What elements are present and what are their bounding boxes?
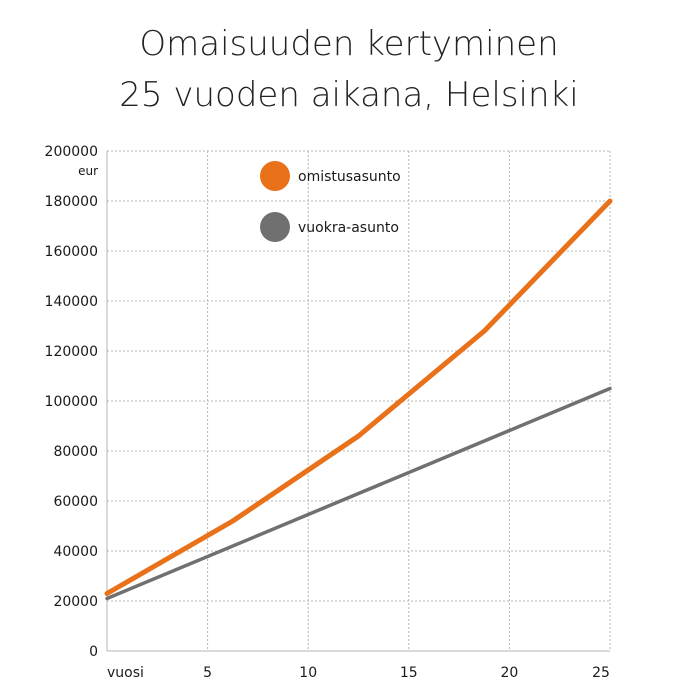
x-tick-label: 15 <box>400 665 418 681</box>
y-tick-label: 120000 <box>45 344 98 360</box>
y-tick-label: 80000 <box>53 444 98 460</box>
x-tick-label: 5 <box>203 665 212 681</box>
y-tick-label: 180000 <box>45 194 98 210</box>
series-line-omistusasunto <box>104 198 613 596</box>
y-tick-label: 60000 <box>53 494 98 510</box>
y-axis-unit-label: eur <box>78 164 98 178</box>
y-tick-label: 140000 <box>45 294 98 310</box>
x-axis-label: vuosi <box>107 665 144 681</box>
legend: omistusasunto vuokra-asunto <box>260 161 401 242</box>
y-tick-label: 100000 <box>45 394 98 410</box>
y-tick-label: 160000 <box>45 244 98 260</box>
y-tick-label: 200000 <box>45 144 98 160</box>
y-tick-label: 0 <box>89 644 98 660</box>
legend-label-omistusasunto: omistusasunto <box>298 169 401 185</box>
chart-title-line2: 25 vuoden aikana, Helsinki <box>119 75 579 115</box>
legend-marker-vuokra-asunto <box>260 212 290 242</box>
x-tick-label: 10 <box>299 665 317 681</box>
grid-lines <box>107 150 611 651</box>
x-tick-label: 20 <box>500 665 518 681</box>
y-tick-label: 20000 <box>53 594 98 610</box>
tick-labels: 0 20000 40000 60000 80000 100000 120000 140000 1… <box>45 144 610 681</box>
series-lines <box>104 198 613 601</box>
axes <box>106 151 610 652</box>
x-tick-label: 25 <box>592 665 610 681</box>
chart-title-line1: Omaisuuden kertyminen <box>139 24 559 64</box>
legend-label-vuokra-asunto: vuokra-asunto <box>298 220 399 236</box>
series-line-vuokra-asunto <box>105 386 612 601</box>
legend-marker-omistusasunto <box>260 161 290 191</box>
y-tick-label: 40000 <box>53 544 98 560</box>
